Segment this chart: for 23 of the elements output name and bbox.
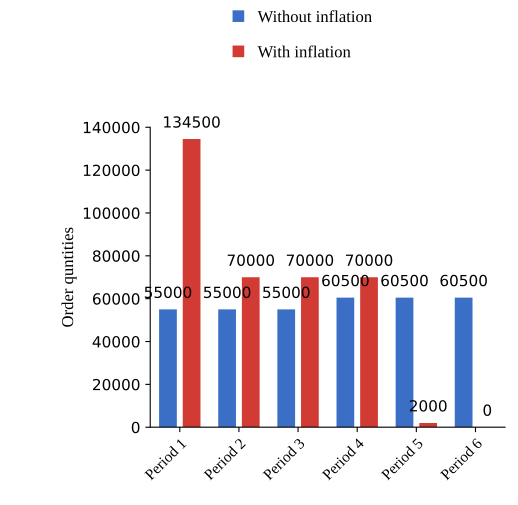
y-axis-title: Order quntities: [62, 228, 77, 327]
bar: [336, 298, 354, 428]
data-label: 60500: [381, 274, 428, 286]
bar: [218, 309, 236, 428]
y-tick-label: 20000: [93, 378, 140, 390]
y-tick-label: 80000: [92, 250, 140, 262]
bar: [454, 298, 473, 428]
data-label: 70000: [228, 254, 274, 266]
legend-label: With inflation: [258, 45, 351, 58]
bar: [277, 309, 296, 428]
data-label: 134500: [164, 116, 220, 128]
y-tick-label: 120000: [84, 164, 140, 176]
y-tick-label: 140000: [84, 122, 140, 134]
data-label: 0: [483, 404, 492, 416]
data-label: 60500: [440, 274, 487, 286]
data-label: 70000: [346, 254, 392, 266]
y-tick-label: 100000: [84, 207, 140, 219]
legend-label: Without inflation: [258, 10, 372, 22]
data-label: 70000: [286, 254, 334, 266]
y-tick-label: 0: [132, 422, 140, 434]
y-tick-label: 60000: [92, 293, 140, 305]
y-tick-label: 40000: [92, 336, 140, 348]
bar: [159, 309, 177, 428]
